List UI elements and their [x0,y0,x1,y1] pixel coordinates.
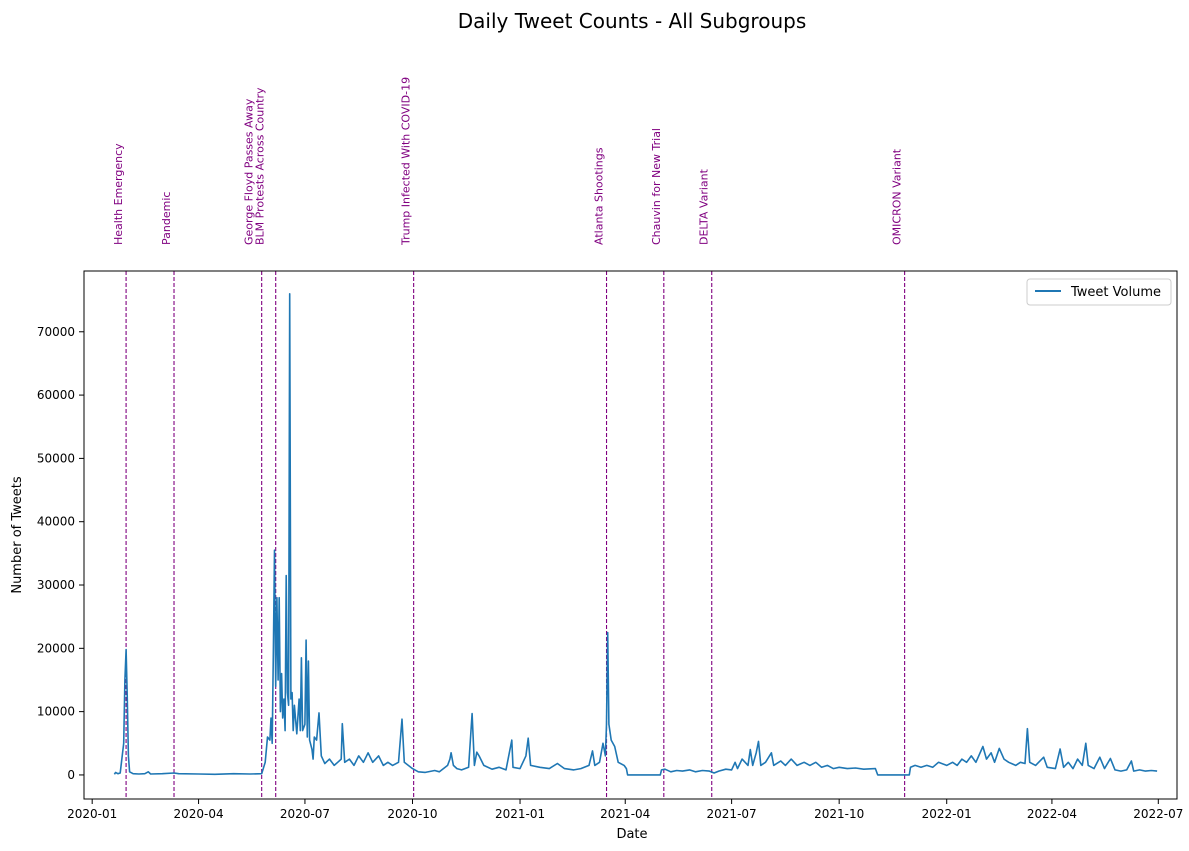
x-axis: 2020-01 2020-04 2020-07 2020-10 2021-01 2021-… [67,799,1183,821]
x-tick-label-0: 2020-01 [67,807,117,821]
y-tick-label-0: 0 [67,768,75,782]
event-label-1: Pandemic [160,192,173,245]
chart-title: Daily Tweet Counts - All Subgroups [458,9,807,33]
y-tick-label-5: 50000 [37,451,75,465]
legend: Tweet Volume [1026,278,1172,306]
x-tick-label-5: 2021-04 [600,807,650,821]
legend-label-tweet-volume: Tweet Volume [1070,285,1161,300]
x-tick-label-4: 2021-01 [495,807,545,821]
y-tick-label-1: 10000 [37,705,75,719]
legend-frame [1026,278,1172,306]
event-label-7: DELTA Variant [698,168,711,245]
series-layer [113,292,1158,776]
y-tick-label-7: 70000 [37,325,75,339]
y-tick-label-6: 60000 [37,388,75,402]
x-tick-label-9: 2022-04 [1027,807,1077,821]
event-label-4: Trump Infected With COVID-19 [400,77,413,246]
x-tick-label-3: 2020-10 [387,807,437,821]
y-tick-label-4: 40000 [37,515,75,529]
series-line-tweet-volume [113,292,1158,776]
x-tick-label-8: 2022-01 [922,807,972,821]
event-label-3: BLM Protests Across Country [254,87,267,245]
x-tick-label-10: 2022-07 [1133,807,1183,821]
event-label-6: Chauvin for New Trial [650,128,663,245]
x-tick-label-6: 2021-07 [707,807,757,821]
y-axis: 0 10000 20000 30000 40000 50000 60000 70000 [37,325,84,782]
x-axis-label: Date [616,827,647,842]
event-label-2: George Floyd Passes Away [243,98,256,245]
y-axis-label: Number of Tweets [10,476,25,594]
x-tick-label-2: 2020-07 [280,807,330,821]
event-label-8: OMICRON Variant [891,148,904,245]
y-tick-label-2: 20000 [37,641,75,655]
x-tick-label-7: 2021-10 [814,807,864,821]
event-label-5: Atlanta Shootings [593,147,606,245]
plot-area [83,270,1178,800]
event-markers: Health Emergency Pandemic George Floyd Pas… [112,77,906,799]
x-tick-label-1: 2020-04 [173,807,223,821]
y-tick-label-3: 30000 [37,578,75,592]
event-label-0: Health Emergency [112,143,125,245]
